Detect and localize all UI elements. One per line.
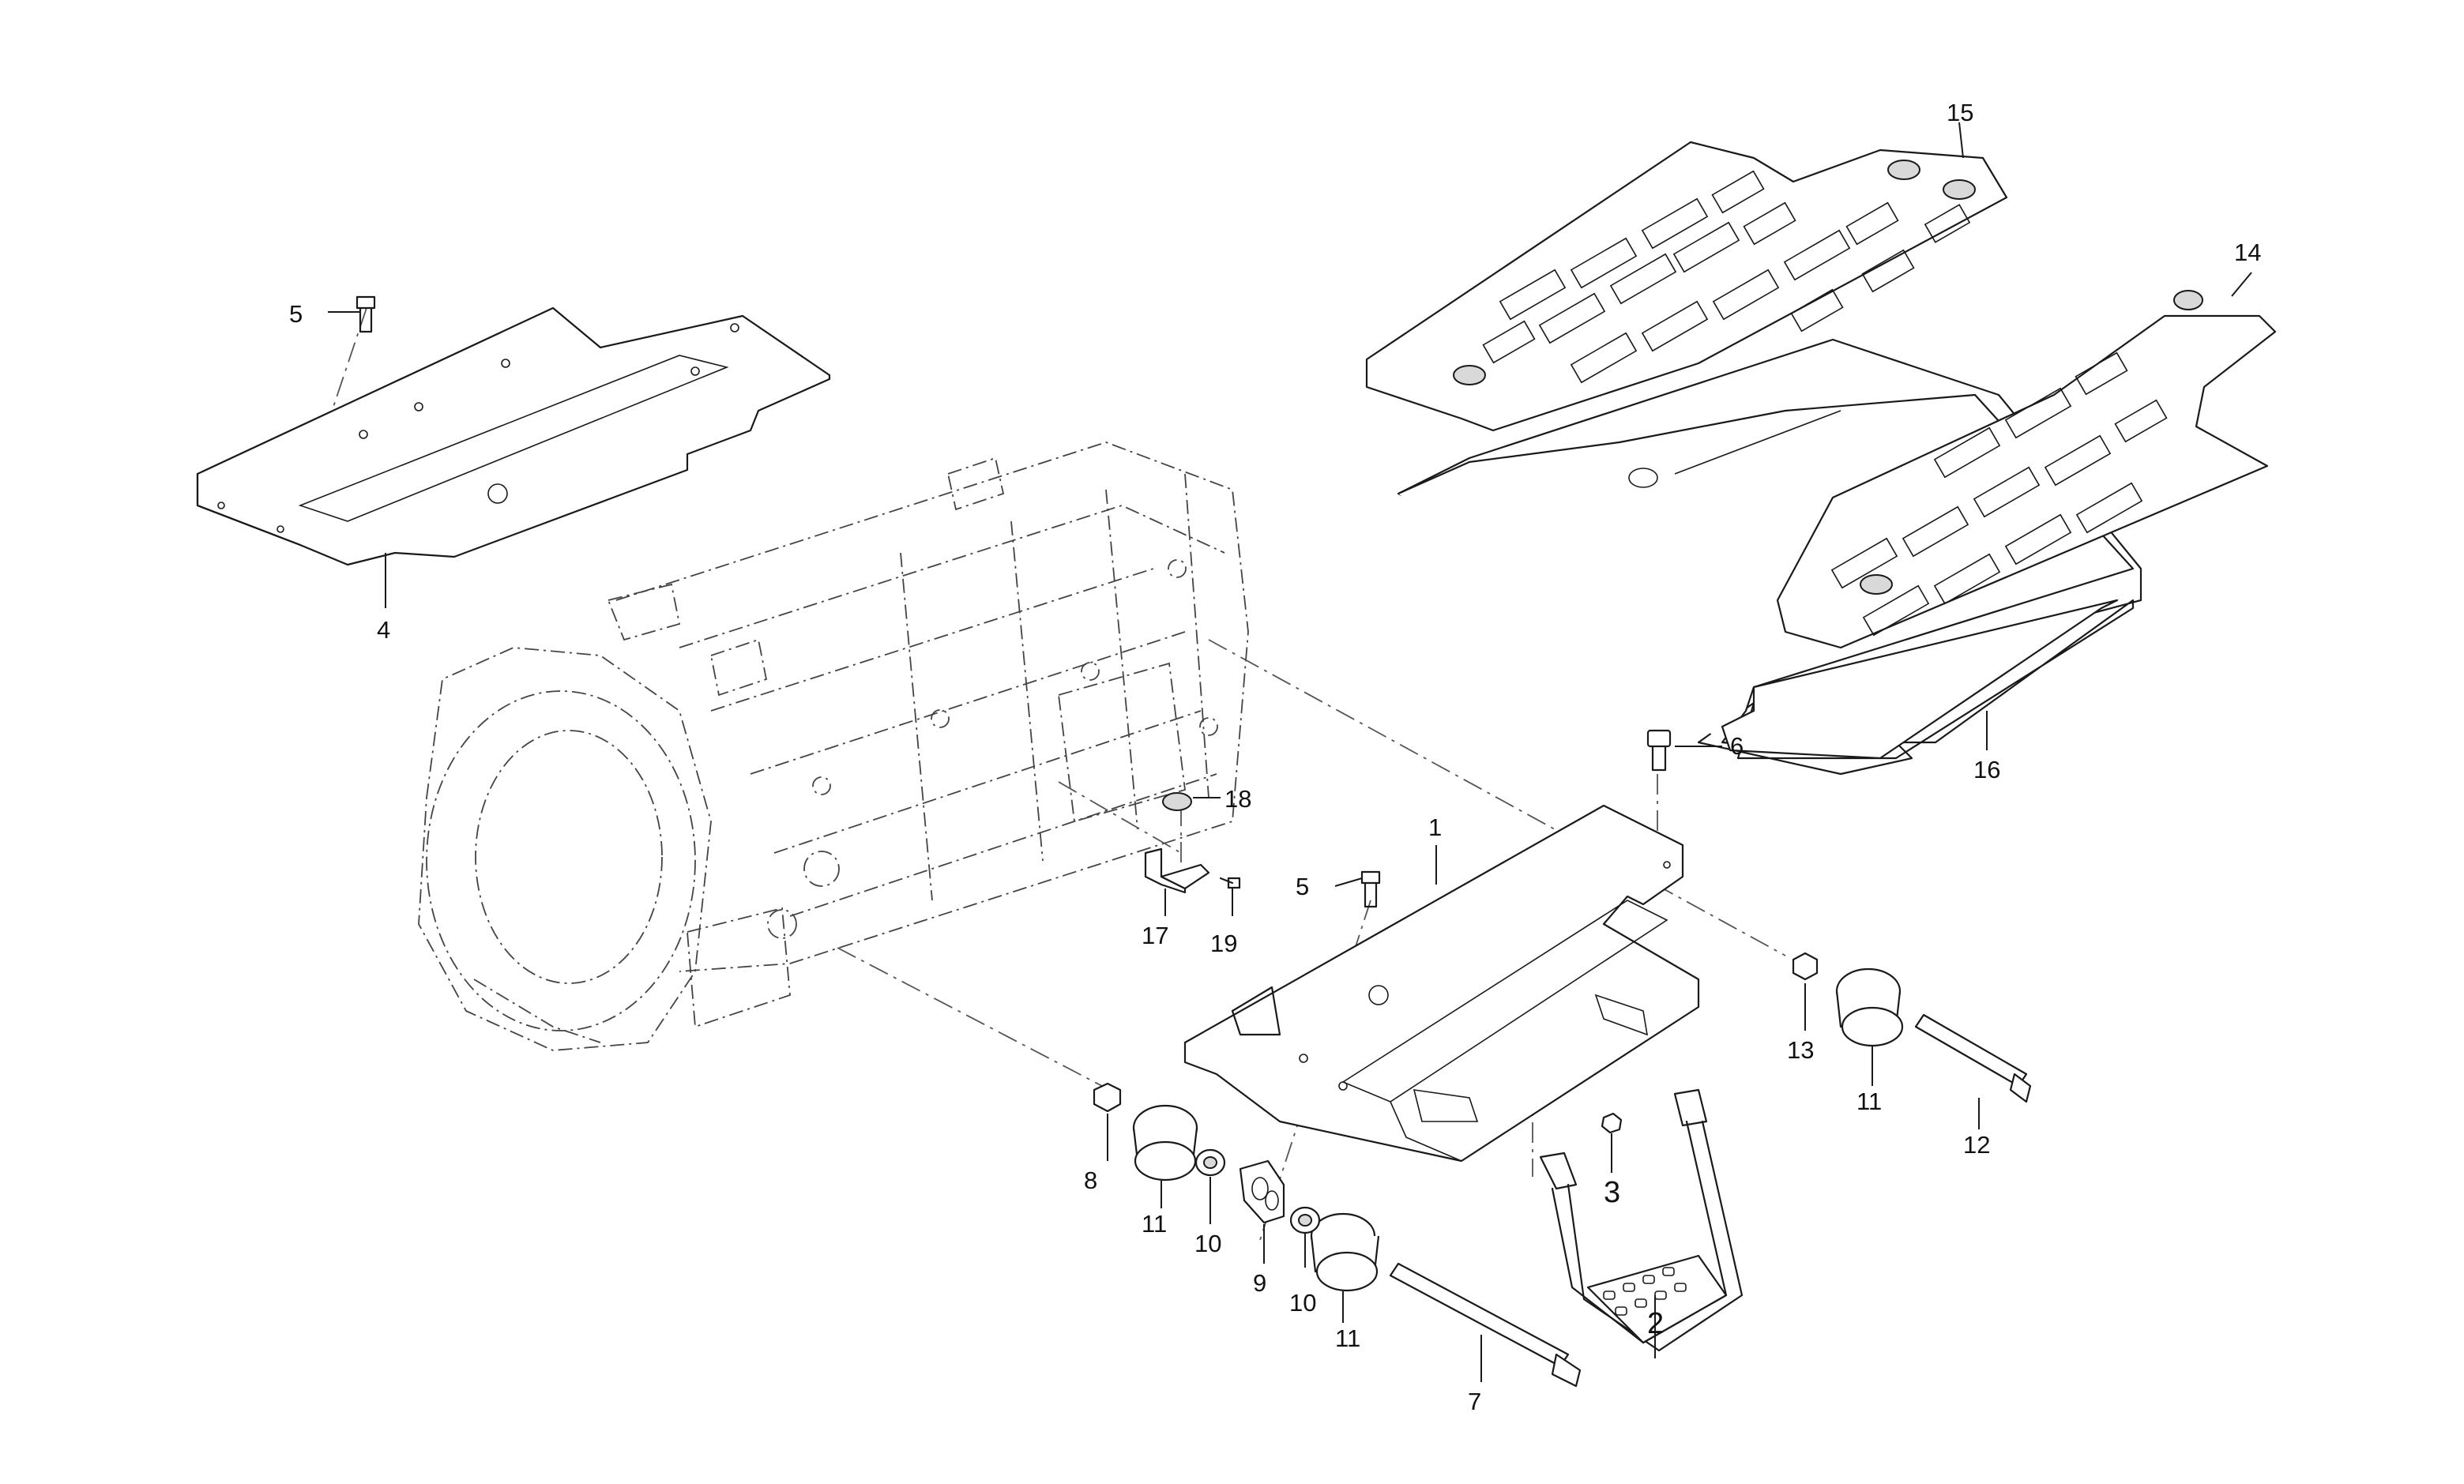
callout-2: 2: [1647, 1307, 1664, 1340]
part-18-pad: [1162, 792, 1192, 811]
part-8-nut: [1093, 1082, 1122, 1113]
callout-3: 3: [1604, 1176, 1620, 1209]
callout-5-lower: 5: [1296, 873, 1309, 900]
part-4-cover-plate: [196, 306, 831, 566]
callout-1: 1: [1428, 813, 1442, 841]
part-10-washer-left: [1194, 1148, 1226, 1177]
part-6-bolt: [1646, 729, 1672, 772]
callout-4: 4: [377, 616, 390, 644]
callout-7: 7: [1468, 1388, 1481, 1415]
part-14-floor-mat: [1776, 290, 2277, 649]
callout-18: 18: [1224, 785, 1251, 813]
callout-14: 14: [2234, 239, 2261, 266]
part-9-bracket: [1239, 1159, 1285, 1224]
callout-16: 16: [1973, 756, 2000, 783]
callout-8: 8: [1084, 1167, 1097, 1194]
part-1-cover-plate: [1183, 804, 1700, 1163]
part-11-mount-left: [1132, 1104, 1198, 1182]
part-5-bolt-upper: [355, 295, 376, 333]
callout-12: 12: [1963, 1131, 1990, 1159]
part-13-nut: [1792, 952, 1819, 981]
callout-leaders: [328, 122, 2252, 1382]
callout-labels: 5 4 15 14 16 6 1 18 5 17 19 13 11 12 3 2…: [289, 99, 2261, 1415]
callout-5-upper: 5: [289, 300, 303, 328]
callout-9: 9: [1253, 1269, 1266, 1297]
part-10-washer-lower: [1289, 1206, 1321, 1234]
part-17-bracket: [1144, 847, 1210, 894]
callout-11-lower: 11: [1335, 1324, 1360, 1352]
callout-19: 19: [1210, 930, 1237, 957]
callout-13: 13: [1787, 1036, 1814, 1064]
callout-10-lower: 10: [1289, 1289, 1316, 1317]
callout-11-left: 11: [1142, 1210, 1167, 1238]
transmission-housing-phantom: [418, 441, 1249, 1051]
callout-17: 17: [1142, 922, 1168, 949]
part-15-floor-mat: [1365, 141, 2008, 432]
part-5-bolt-lower: [1360, 870, 1381, 908]
part-19-screw: [1219, 877, 1241, 889]
callout-6: 6: [1730, 732, 1744, 760]
part-7-long-bolt: [1389, 1262, 1582, 1388]
callout-15: 15: [1947, 99, 1973, 126]
callout-10-left: 10: [1194, 1230, 1221, 1257]
part-11-mount-lower: [1310, 1212, 1380, 1292]
part-3-bolt: [1601, 1112, 1623, 1134]
part-11-mount-right: [1835, 967, 1904, 1047]
part-12-long-bolt: [1914, 1013, 2032, 1103]
callout-11-right: 11: [1856, 1088, 1882, 1115]
part-2-step: [1539, 1088, 1744, 1352]
